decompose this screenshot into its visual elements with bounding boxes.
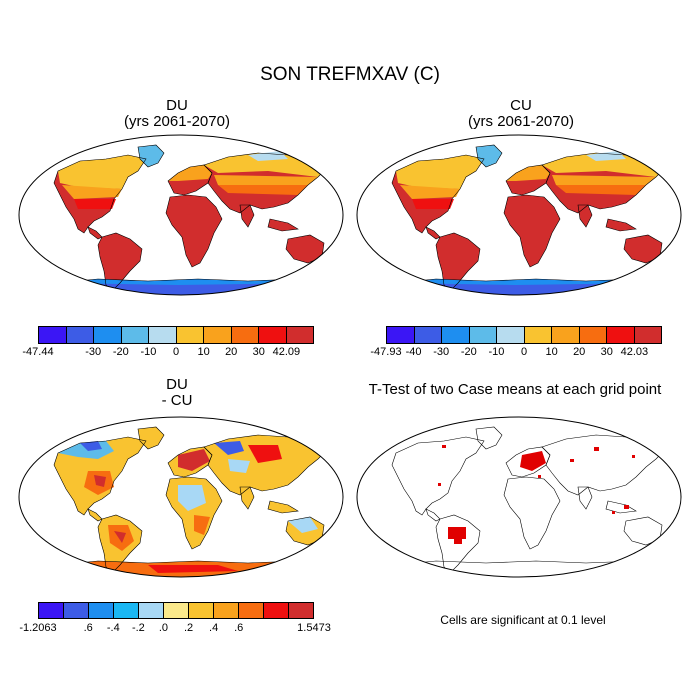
colorbar-diff-swatch xyxy=(264,603,289,618)
colorbar-du-swatch xyxy=(231,327,259,343)
colorbar-cu-swatch xyxy=(579,327,607,343)
colorbar-diff-label: .6 xyxy=(83,622,93,634)
map-cu xyxy=(356,134,682,296)
colorbar-du-label: -30 xyxy=(85,346,102,358)
colorbar-du-label: -20 xyxy=(112,346,129,358)
map-du xyxy=(18,134,344,296)
panel-diff-title: DU - CU xyxy=(77,377,277,409)
colorbar-diff-label: -1.2063 xyxy=(19,622,57,634)
panel-ttest-title: T-Test of two Case means at each grid po… xyxy=(368,381,662,398)
panel-cu-title: CU (yrs 2061-2070) xyxy=(421,98,621,130)
colorbar-diff-label: 1.5473 xyxy=(297,622,331,634)
colorbar-cu-swatch xyxy=(497,327,525,343)
map-ttest xyxy=(356,416,682,578)
colorbar-diff-label: .2 xyxy=(183,622,194,634)
panel-du-period: (yrs 2061-2070) xyxy=(124,113,230,130)
colorbar-diff-swatch xyxy=(164,603,189,618)
colorbar-cu-label: 30 xyxy=(600,346,613,358)
colorbar-cu-label: 0 xyxy=(520,346,528,358)
colorbar-du-swatch xyxy=(39,327,67,343)
colorbar-diff-swatch xyxy=(189,603,214,618)
colorbar-diff-label: .6 xyxy=(234,622,244,634)
colorbar-cu-swatch xyxy=(552,327,580,343)
colorbar-diff-swatch xyxy=(289,603,313,618)
colorbar-cu-swatch xyxy=(442,327,470,343)
colorbar-diff-label: -.2 xyxy=(131,622,145,634)
colorbar-du-swatch xyxy=(149,327,177,343)
colorbar-du-label: 20 xyxy=(225,346,238,358)
panel-du-title: DU (yrs 2061-2070) xyxy=(77,98,277,130)
colorbar-diff-swatch xyxy=(114,603,139,618)
significant-cells xyxy=(438,445,635,544)
colorbar-cu-label: 10 xyxy=(545,346,558,358)
colorbar-du-swatch xyxy=(121,327,149,343)
colorbar-cu-label: -10 xyxy=(488,346,505,358)
colorbar-du-swatch xyxy=(176,327,204,343)
colorbar-cu-swatch xyxy=(524,327,552,343)
colorbar-diff-label: .0 xyxy=(158,622,169,634)
panel-diff-name: DU xyxy=(166,376,188,393)
colorbar-du-swatch xyxy=(66,327,94,343)
colorbar-cu-label: 20 xyxy=(573,346,586,358)
colorbar-du-swatch xyxy=(286,327,313,343)
colorbar-diff-swatch xyxy=(214,603,239,618)
colorbar-diff-swatch xyxy=(89,603,114,618)
colorbar-cu-label: -30 xyxy=(433,346,450,358)
colorbar-cu xyxy=(386,326,662,344)
panel-du-name: DU xyxy=(166,97,188,114)
colorbar-cu-swatch xyxy=(387,327,415,343)
colorbar-diff-swatch xyxy=(39,603,64,618)
colorbar-cu-label: -20 xyxy=(460,346,477,358)
colorbar-cu-swatch xyxy=(607,327,635,343)
colorbar-cu-label: -47.93 xyxy=(370,346,402,358)
colorbar-diff-swatch xyxy=(239,603,264,618)
colorbar-du-swatch xyxy=(204,327,232,343)
significance-note: Cells are significant at 0.1 level xyxy=(440,613,606,627)
panel-cu-period: (yrs 2061-2070) xyxy=(468,113,574,130)
colorbar-cu-swatch xyxy=(469,327,497,343)
colorbar-du-swatch xyxy=(94,327,122,343)
colorbar-diff-label: -.4 xyxy=(106,622,120,634)
panel-diff-sub: - CU xyxy=(161,392,193,409)
colorbar-du-label: 0 xyxy=(172,346,180,358)
panel-cu-name: CU xyxy=(510,97,532,114)
colorbar-diff-label: .4 xyxy=(209,622,219,634)
colorbar-diff-swatch xyxy=(139,603,164,618)
colorbar-du-label: -47.44 xyxy=(22,346,54,358)
colorbar-cu-swatch xyxy=(414,327,442,343)
colorbar-du-label: -10 xyxy=(140,346,157,358)
colorbar-du xyxy=(38,326,314,344)
map-diff xyxy=(18,416,344,578)
colorbar-du-label: 30 xyxy=(252,346,265,358)
colorbar-cu-swatch xyxy=(634,327,661,343)
colorbar-diff-swatch xyxy=(64,603,89,618)
colorbar-du-label: 10 xyxy=(197,346,210,358)
colorbar-cu-label: -40 xyxy=(405,346,422,358)
figure-title: SON TREFMXAV (C) xyxy=(260,64,440,85)
colorbar-cu-label: 42.03 xyxy=(620,346,649,358)
colorbar-diff xyxy=(38,602,314,619)
colorbar-du-label: 42.09 xyxy=(272,346,301,358)
colorbar-du-swatch xyxy=(259,327,287,343)
